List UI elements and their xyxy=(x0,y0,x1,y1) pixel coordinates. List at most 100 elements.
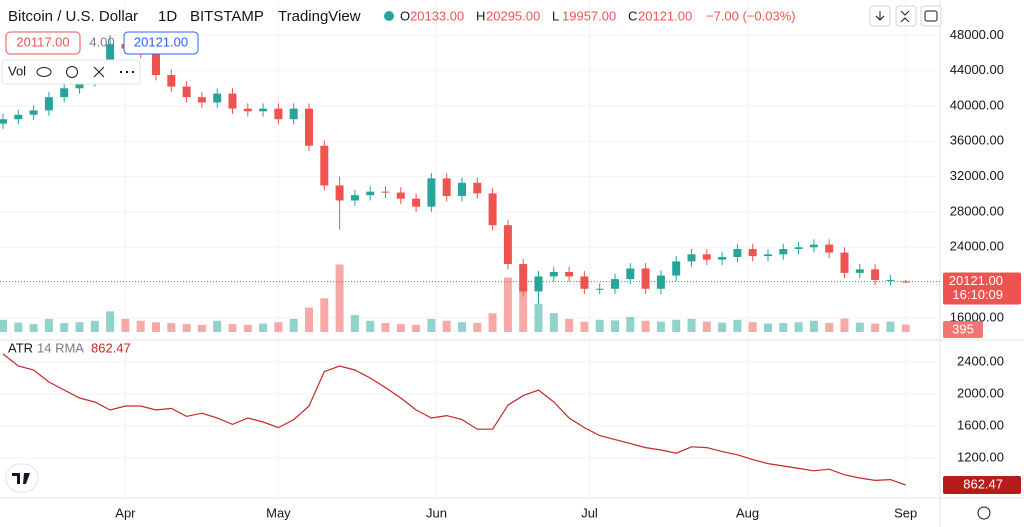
atr-tag xyxy=(943,476,1021,495)
volume-bar xyxy=(733,319,742,332)
candle-body xyxy=(702,254,711,260)
candle-body xyxy=(687,254,696,262)
candle-body xyxy=(152,52,160,76)
candle-body xyxy=(396,192,405,199)
atr-tag-value: 862.47 xyxy=(963,476,1003,491)
volume-bar xyxy=(427,318,436,332)
volume-bar xyxy=(503,277,512,332)
volume-bar xyxy=(458,322,466,332)
candle-body xyxy=(29,110,38,115)
button[interactable] xyxy=(895,5,917,27)
volume-bar xyxy=(44,318,53,332)
ask: 20121.00 xyxy=(134,34,188,49)
icon xyxy=(924,10,938,22)
ohlc-value: 19957.00 xyxy=(562,8,616,23)
volume-bar xyxy=(825,323,834,332)
volume-bar xyxy=(656,321,665,332)
y-tick-label: 48000.00 xyxy=(950,27,1004,42)
candle-body xyxy=(213,93,222,103)
volume-bar xyxy=(243,324,252,332)
countdown: 16:10:09 xyxy=(952,287,1003,302)
candle-body xyxy=(871,269,880,280)
x-tick-label: Jul xyxy=(581,505,598,520)
candle-body xyxy=(0,119,7,124)
x-tick-label: Jun xyxy=(426,505,447,520)
volume-bar xyxy=(611,320,619,332)
close-icon[interactable] xyxy=(93,66,105,78)
candle-body xyxy=(809,244,818,248)
candle-body xyxy=(901,281,910,283)
volume-bar xyxy=(565,318,574,332)
candle-body xyxy=(197,97,206,103)
candle-body xyxy=(167,75,176,87)
candle-body xyxy=(305,108,313,146)
eye-icon[interactable] xyxy=(36,67,52,77)
volume-bar xyxy=(75,322,84,332)
volume-bar xyxy=(886,321,895,332)
candle-body xyxy=(488,193,497,226)
settings-icon[interactable] xyxy=(66,66,78,78)
volume-bar xyxy=(779,323,788,332)
volume-tag-value: 395 xyxy=(952,321,974,336)
y-tick-label: 24000.00 xyxy=(950,239,1004,254)
x-tick-label: Aug xyxy=(736,505,759,520)
candle-body xyxy=(779,249,788,255)
toolbar-buttons[interactable] xyxy=(869,5,942,27)
volume-bar xyxy=(534,303,543,332)
vol-legend: Vol xyxy=(8,63,26,78)
candle-body xyxy=(320,145,329,186)
candle-body xyxy=(60,88,69,98)
volume-bar xyxy=(473,323,482,332)
candle-body xyxy=(44,97,53,111)
volume-bar xyxy=(381,323,390,332)
logo-bg xyxy=(5,463,39,493)
vol-legend-box[interactable] xyxy=(1,59,141,85)
ohlc-key: L xyxy=(552,8,559,23)
y-tick-label: 32000.00 xyxy=(950,168,1004,183)
volume-bar xyxy=(228,324,237,332)
candle-body xyxy=(733,249,742,257)
candle-body xyxy=(886,279,895,281)
volume-bar xyxy=(136,320,145,332)
ask-box[interactable] xyxy=(123,31,199,55)
candle-body xyxy=(764,254,772,257)
volume-bar xyxy=(718,322,727,332)
volume-bar xyxy=(0,319,7,332)
x-tick-label: Apr xyxy=(115,505,136,520)
volume-bar xyxy=(626,317,635,332)
button[interactable] xyxy=(920,5,942,27)
volume-bar xyxy=(764,323,772,332)
volume-bar xyxy=(794,322,803,332)
volume-bar xyxy=(412,324,421,332)
volume-bar xyxy=(580,321,589,332)
ohlc-value: 20133.00 xyxy=(410,8,464,23)
volume-bar xyxy=(350,315,359,332)
ohlc-key: O xyxy=(400,8,410,23)
volume-bar xyxy=(871,323,880,332)
volume-bar xyxy=(687,318,696,332)
bid-box[interactable] xyxy=(5,31,81,55)
atr-params: 14 RMA xyxy=(37,340,84,355)
ohlc-value: 20295.00 xyxy=(486,8,540,23)
volume-bar xyxy=(121,318,130,332)
candle-body xyxy=(503,225,512,265)
candle-body xyxy=(350,195,359,201)
y-tick-label: 2400.00 xyxy=(957,353,1004,368)
volume-bar xyxy=(901,324,910,332)
exchange: BITSTAMP xyxy=(190,8,264,25)
volume-bar xyxy=(702,321,711,332)
candle-body xyxy=(748,249,757,257)
candle-body xyxy=(595,288,604,290)
y-tick-label: 28000.00 xyxy=(950,203,1004,218)
volume-bar xyxy=(29,324,38,332)
candle-body xyxy=(412,198,421,207)
y-tick-label: 44000.00 xyxy=(950,62,1004,77)
y-tick-label: 36000.00 xyxy=(950,133,1004,148)
x-tick-label: May xyxy=(266,505,291,520)
candle-body xyxy=(549,272,558,277)
candle-body xyxy=(641,268,650,289)
volume-bar xyxy=(90,320,99,332)
settings-icon[interactable] xyxy=(977,506,991,520)
atr-value: 862.47 xyxy=(91,340,131,355)
candle-body xyxy=(825,244,834,253)
